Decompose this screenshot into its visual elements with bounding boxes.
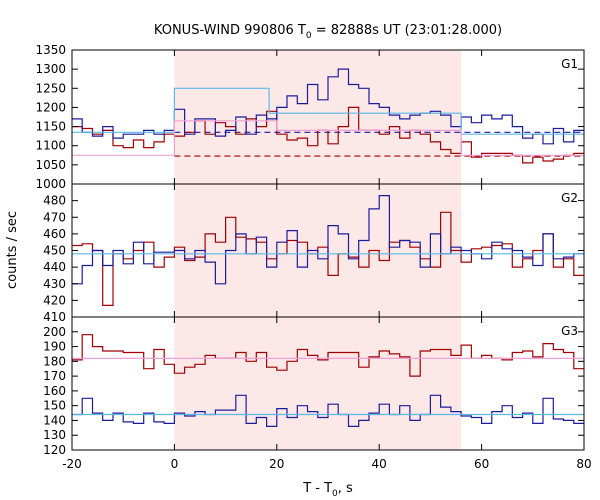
y-tick-label: 420 <box>43 293 66 307</box>
panel-frame <box>71 316 585 451</box>
y-tick-label: 1100 <box>35 139 66 153</box>
x-axis-label: T - T0, s <box>302 481 353 499</box>
panel-g2: 410 420 430 440 450 460 470 480 G2 <box>43 183 585 324</box>
y-tick-label: 440 <box>43 260 66 274</box>
x-tick-label: 0 <box>171 457 179 471</box>
series-blue-g1 <box>72 68 584 145</box>
title-rest: = 82888s UT (23:01:28.000) <box>312 23 502 38</box>
x-tick-label: 40 <box>372 457 387 471</box>
series-red-g3 <box>72 334 584 377</box>
y-tick-label: 180 <box>43 354 66 368</box>
plot-area: 10001050110011501200125013001350G1410420… <box>35 43 591 471</box>
title-subscript: 0 <box>306 31 312 41</box>
x-tick-label: -20 <box>62 457 82 471</box>
y-tick-label: 480 <box>43 194 66 208</box>
y-tick-label: 1150 <box>35 120 66 134</box>
y-tick-label: 450 <box>43 244 66 258</box>
y-tick-label: 150 <box>43 399 66 413</box>
y-tick-label: 200 <box>43 325 66 339</box>
series-blue-g2 <box>72 195 584 285</box>
y-tick-label: 1200 <box>35 100 66 114</box>
y-tick-label: 410 <box>43 310 66 324</box>
panel-label: G2 <box>561 191 578 205</box>
y-tick-label: 140 <box>43 413 66 427</box>
y-tick-label: 160 <box>43 384 66 398</box>
panel-label: G3 <box>561 324 578 338</box>
y-tick-label: 470 <box>43 210 66 224</box>
chart-title: KONUS-WIND 990806 T0 = 82888s UT (23:01:… <box>154 23 502 41</box>
x-tick-label: 80 <box>576 457 591 471</box>
y-axis-label: counts / sec <box>5 211 20 289</box>
y-tick-label: 1050 <box>35 158 66 172</box>
y-tick-label: 120 <box>43 443 66 457</box>
y-tick-label: 460 <box>43 227 66 241</box>
y-tick-label: 190 <box>43 340 66 354</box>
y-tick-label: 1350 <box>35 43 66 57</box>
y-tick-label: 1300 <box>35 62 66 76</box>
fit-line-pink <box>72 120 584 156</box>
y-tick-label: 170 <box>43 369 66 383</box>
x-tick-label: 20 <box>269 457 284 471</box>
y-tick-label: 430 <box>43 277 66 291</box>
y-tick-label: 130 <box>43 428 66 442</box>
panel-g1: 1000 1050 1100 1150 1200 1250 1300 1350 G1 <box>35 43 585 191</box>
y-tick-label: 1250 <box>35 81 66 95</box>
x-tick-label: 60 <box>474 457 489 471</box>
title-main: KONUS-WIND 990806 T <box>154 23 306 38</box>
panel-label: G1 <box>561 57 578 71</box>
series-red-g2 <box>72 211 584 306</box>
y-tick-label: 1000 <box>35 177 66 191</box>
series-blue-g3 <box>72 394 584 427</box>
